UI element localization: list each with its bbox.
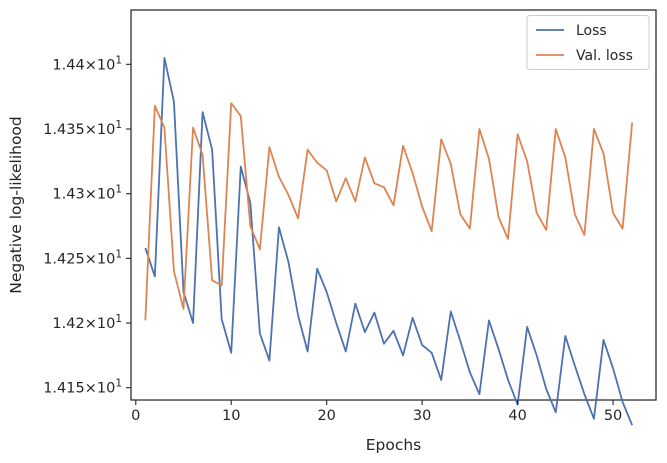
x-tick-label: 30 [413,408,431,424]
x-axis: 0 10 20 30 40 50 [131,400,622,424]
legend: Loss Val. loss [526,15,650,70]
x-tick-label: 20 [317,408,335,424]
y-tick-label: 1.425×101 [43,248,122,267]
y-tick-label: 1.43×101 [52,184,122,203]
x-tick-label: 50 [604,408,622,424]
y-tick-label: 1.42×101 [52,313,122,332]
series-line-val-loss [144,102,634,321]
legend-box [526,15,650,70]
y-tick-label: 1.435×101 [43,119,122,138]
x-tick-label: 0 [131,408,140,424]
x-tick-label: 40 [508,408,526,424]
x-tick-label: 10 [222,408,240,424]
y-axis: 1.415×101 1.42×101 1.425×101 1.43×101 1.435×… [43,54,131,397]
x-axis-label: Epochs [366,436,422,454]
y-tick-label: 1.44×101 [52,54,122,73]
plot-area [130,9,657,426]
y-tick-label: 1.415×101 [43,378,122,397]
series-line-loss [144,56,633,426]
legend-loss-label: Loss [576,23,607,39]
series-layer [144,56,634,426]
legend-val-loss-label: Val. loss [576,48,633,64]
y-axis-label: Negative log-likelihood [7,116,25,294]
